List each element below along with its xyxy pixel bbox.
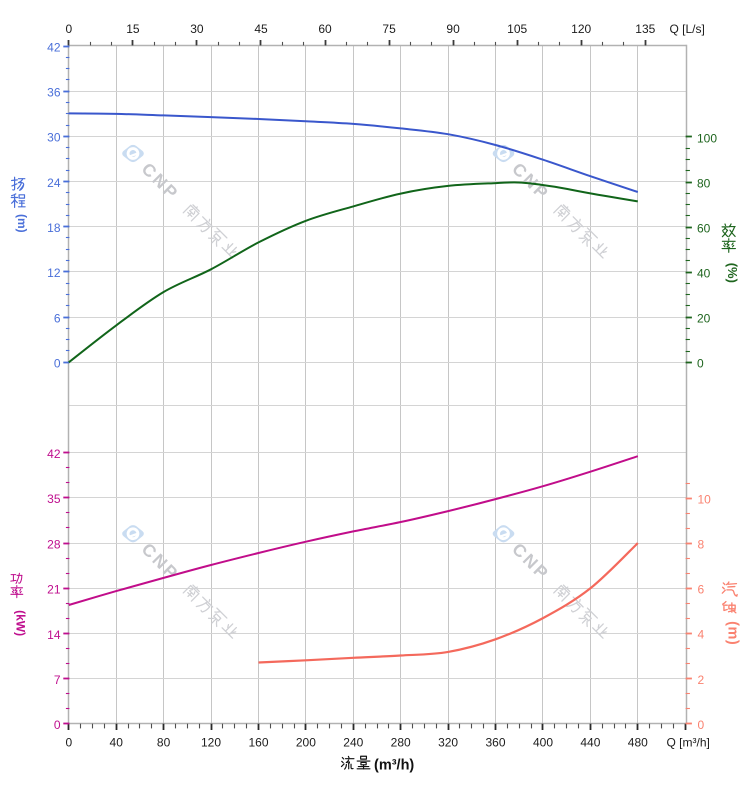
svg-text:12: 12 [47,266,61,280]
svg-text:8: 8 [698,537,705,551]
svg-text:15: 15 [126,22,140,36]
svg-text:30: 30 [190,22,204,36]
svg-text:120: 120 [201,735,221,749]
svg-text:Q [m³/h]: Q [m³/h] [667,735,710,749]
svg-text:400: 400 [533,735,553,749]
svg-text:60: 60 [697,221,711,235]
svg-text:120: 120 [571,22,591,36]
svg-text:90: 90 [446,22,460,36]
svg-text:4: 4 [698,628,705,642]
svg-text:(m³/h): (m³/h) [374,758,414,774]
svg-text:0: 0 [54,357,61,371]
svg-text:135: 135 [635,22,655,36]
svg-text:36: 36 [47,86,61,100]
svg-text:45: 45 [254,22,268,36]
svg-text:2: 2 [698,673,705,687]
svg-text:480: 480 [628,735,648,749]
svg-text:14: 14 [47,628,61,642]
svg-text:80: 80 [157,735,171,749]
svg-text:42: 42 [47,447,61,461]
svg-text:(m): (m) [725,621,741,645]
svg-text:21: 21 [47,583,61,597]
svg-text:320: 320 [438,735,458,749]
svg-text:60: 60 [318,22,332,36]
svg-text:6: 6 [54,311,61,325]
svg-text:(kW): (kW) [13,610,27,636]
svg-text:40: 40 [110,735,124,749]
svg-text:(%): (%) [725,263,740,283]
svg-text:0: 0 [65,22,72,36]
svg-text:100: 100 [697,131,717,145]
svg-text:(m): (m) [15,214,29,233]
svg-text:Q [L/s]: Q [L/s] [670,22,705,36]
svg-text:200: 200 [296,735,316,749]
svg-text:0: 0 [54,718,61,732]
svg-text:105: 105 [507,22,527,36]
svg-text:7: 7 [54,673,61,687]
svg-text:80: 80 [697,176,711,190]
svg-text:360: 360 [485,735,505,749]
svg-text:30: 30 [47,131,61,145]
svg-text:280: 280 [391,735,411,749]
svg-text:10: 10 [698,492,712,506]
svg-text:240: 240 [343,735,363,749]
svg-text:40: 40 [697,267,711,281]
svg-text:0: 0 [65,735,72,749]
svg-text:440: 440 [580,735,600,749]
svg-text:24: 24 [47,176,61,190]
svg-text:6: 6 [698,583,705,597]
svg-text:20: 20 [697,312,711,326]
svg-text:35: 35 [47,492,61,506]
svg-text:0: 0 [698,718,705,732]
svg-text:160: 160 [248,735,268,749]
svg-text:18: 18 [47,221,61,235]
svg-text:42: 42 [47,40,61,54]
svg-text:75: 75 [382,22,396,36]
svg-text:0: 0 [697,357,704,371]
svg-text:28: 28 [47,537,61,551]
